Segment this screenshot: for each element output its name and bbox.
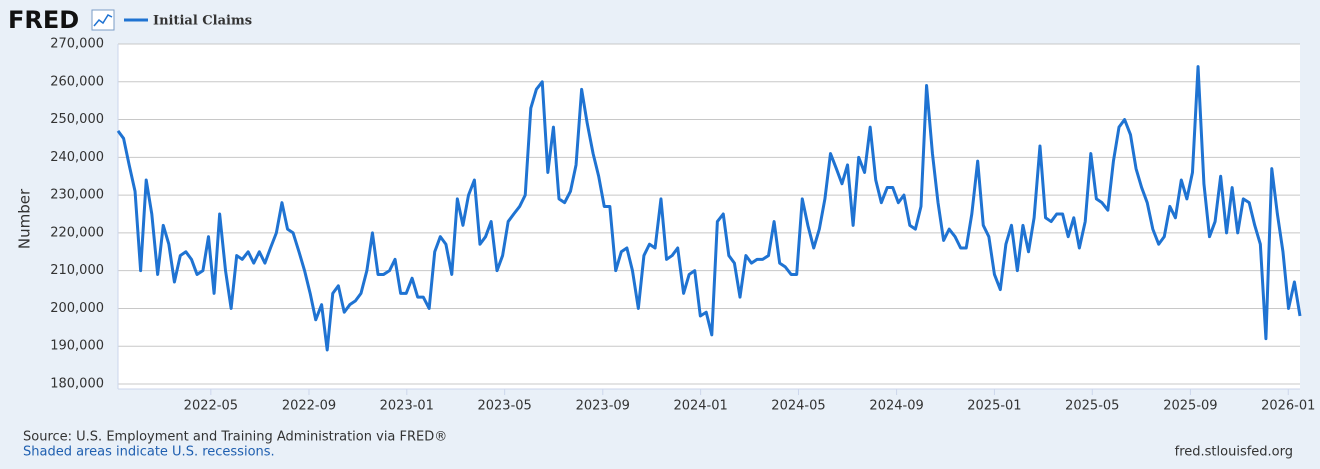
y-tick-label: 260,000 (50, 74, 104, 89)
y-tick-label: 230,000 (50, 188, 104, 203)
y-tick-label: 240,000 (50, 150, 104, 165)
logo-icon (91, 9, 115, 31)
x-tick-label: 2022-09 (282, 399, 336, 414)
y-tick-label: 180,000 (50, 377, 104, 392)
recession-note: Shaded areas indicate U.S. recessions. (23, 445, 275, 460)
logo: FRED (8, 6, 79, 34)
y-tick-label: 220,000 (50, 225, 104, 240)
x-tick-label: 2023-09 (576, 399, 630, 414)
x-tick-label: 2022-05 (184, 399, 238, 414)
x-tick-label: 2025-01 (967, 399, 1021, 414)
x-tick-label: 2026-01 (1261, 399, 1315, 414)
x-tick-label: 2024-05 (771, 399, 825, 414)
y-tick-label: 270,000 (50, 37, 104, 52)
x-tick-label: 2023-01 (380, 399, 434, 414)
x-tick-label: 2024-09 (869, 399, 923, 414)
plot-area (118, 44, 1300, 389)
x-tick-label: 2025-05 (1065, 399, 1119, 414)
y-axis-label: Number (16, 188, 34, 249)
y-tick-label: 190,000 (50, 339, 104, 354)
source: Source: U.S. Employment and Training Adm… (23, 430, 447, 445)
y-tick-label: 200,000 (50, 301, 104, 316)
x-tick-label: 2024-01 (673, 399, 727, 414)
x-tick-label: 2025-09 (1163, 399, 1217, 414)
x-tick-label: 2023-05 (477, 399, 531, 414)
site: fred.stlouisfed.org (1175, 445, 1293, 460)
line-series (116, 65, 1302, 352)
legend-label: Initial Claims (153, 14, 252, 29)
y-tick-label: 250,000 (50, 112, 104, 127)
y-tick-label: 210,000 (50, 263, 104, 278)
